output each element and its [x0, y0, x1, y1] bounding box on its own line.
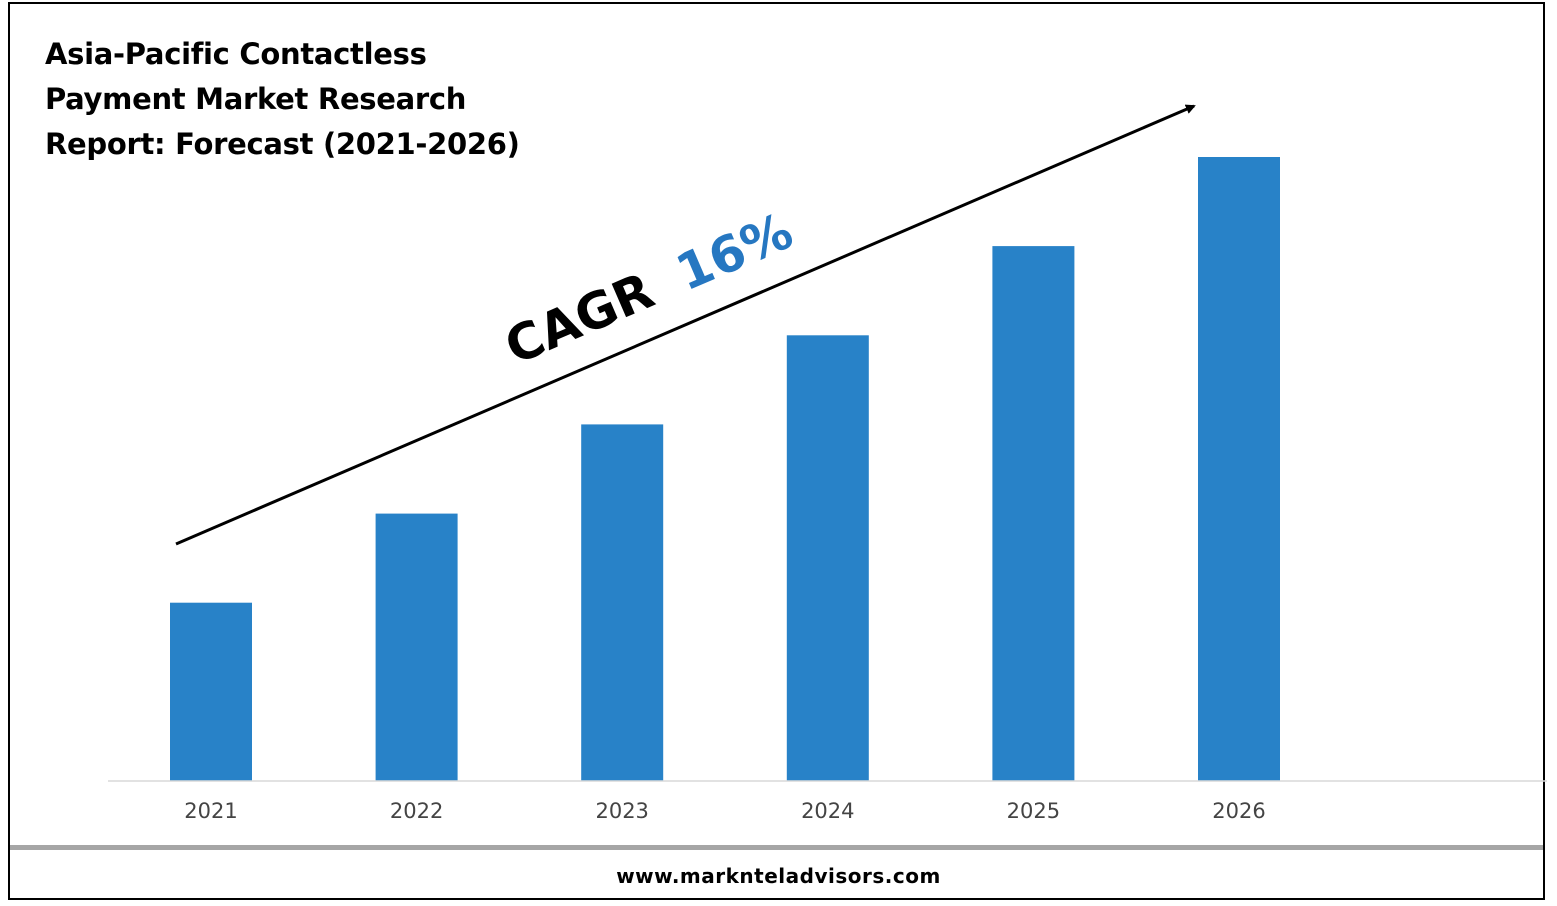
- bars: [170, 157, 1280, 782]
- chart-frame: [8, 2, 1545, 900]
- x-tick-label-2025: 2025: [1007, 799, 1060, 823]
- bar-2021: [170, 602, 252, 781]
- cagr-annotation: CAGR 16%: [497, 202, 801, 376]
- bar-2025: [992, 246, 1075, 782]
- x-tick-label-2021: 2021: [184, 799, 237, 823]
- x-axis-tick-labels: 2021 2022 2023 2024 2025 2026: [184, 799, 1265, 823]
- chart-title: Asia-Pacific Contactless Payment Market …: [45, 37, 520, 161]
- x-tick-label-2023: 2023: [595, 799, 648, 823]
- bar-2022: [375, 513, 458, 781]
- bar-2024: [786, 335, 869, 781]
- x-tick-label-2024: 2024: [801, 799, 854, 823]
- x-tick-label-2026: 2026: [1212, 799, 1265, 823]
- trend-arrow: [175, 104, 1196, 546]
- footer-divider: [10, 845, 1543, 850]
- cagr-value: 16%: [668, 202, 801, 303]
- x-tick-label-2022: 2022: [390, 799, 443, 823]
- cagr-label: CAGR: [497, 261, 662, 376]
- bar-2026: [1198, 157, 1280, 781]
- bar-2023: [581, 424, 664, 781]
- footer-url: www.marknteladvisors.com: [616, 864, 941, 888]
